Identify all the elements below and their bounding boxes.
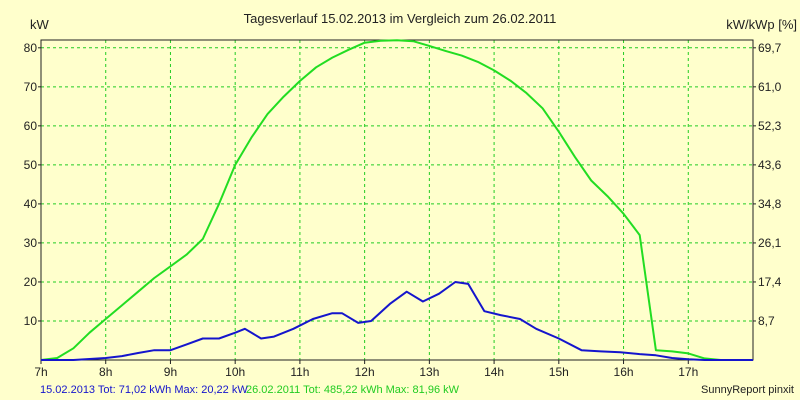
x-tick-label: 12h xyxy=(355,365,375,379)
y2-tick-label: 26,1 xyxy=(758,236,782,250)
y2-tick-label: 52,3 xyxy=(758,119,782,133)
x-tick-label: 8h xyxy=(99,365,112,379)
y-tick-label: 60 xyxy=(24,119,38,133)
series-lines xyxy=(40,39,753,361)
legend-2013: 15.02.2013 Tot: 71,02 kWh Max: 20,22 kW xyxy=(40,384,248,396)
y-tick-label: 10 xyxy=(24,314,38,328)
grid-lines xyxy=(41,40,753,360)
x-tick-label: 10h xyxy=(225,365,245,379)
y-tick-label: 30 xyxy=(24,236,38,250)
y2-tick-label: 8,7 xyxy=(758,314,775,328)
tick-labels: 7h 8h 9h 10h 11h 12h 13h 14h 15h 16h 17h 10 20 30 40 50… xyxy=(24,41,782,379)
legend-2011: 26.02.2011 Tot: 485,22 kWh Max: 81,96 kW xyxy=(246,384,460,396)
y2-tick-label: 61,0 xyxy=(758,80,782,94)
y2-tick-label: 17,4 xyxy=(758,275,782,289)
x-tick-label: 16h xyxy=(614,365,634,379)
x-tick-label: 13h xyxy=(419,365,439,379)
credit-text: SunnyReport pinxit xyxy=(701,384,794,396)
chart-title: Tagesverlauf 15.02.2013 im Vergleich zum… xyxy=(244,11,557,26)
x-tick-label: 11h xyxy=(290,365,309,379)
x-tick-label: 7h xyxy=(34,365,47,379)
y-tick-label: 80 xyxy=(24,41,38,55)
y-tick-label: 70 xyxy=(24,80,38,94)
x-tick-label: 14h xyxy=(484,365,504,379)
plot-area xyxy=(41,40,753,360)
y-tick-label: 40 xyxy=(24,197,38,211)
series-line-26-02-2011 xyxy=(40,39,753,361)
y-tick-label: 50 xyxy=(24,158,38,172)
y2-tick-label: 69,7 xyxy=(758,41,782,55)
x-tick-label: 9h xyxy=(164,365,177,379)
series-line-15-02-2013 xyxy=(41,281,753,361)
y-tick-label: 20 xyxy=(24,275,38,289)
x-tick-label: 15h xyxy=(549,365,569,379)
y2-tick-label: 34,8 xyxy=(758,197,782,211)
y-axis-label-right: kW/kWp [%] xyxy=(726,17,797,32)
y-axis-label-left: kW xyxy=(30,17,50,32)
x-tick-label: 17h xyxy=(678,365,698,379)
y2-tick-label: 43,6 xyxy=(758,158,782,172)
